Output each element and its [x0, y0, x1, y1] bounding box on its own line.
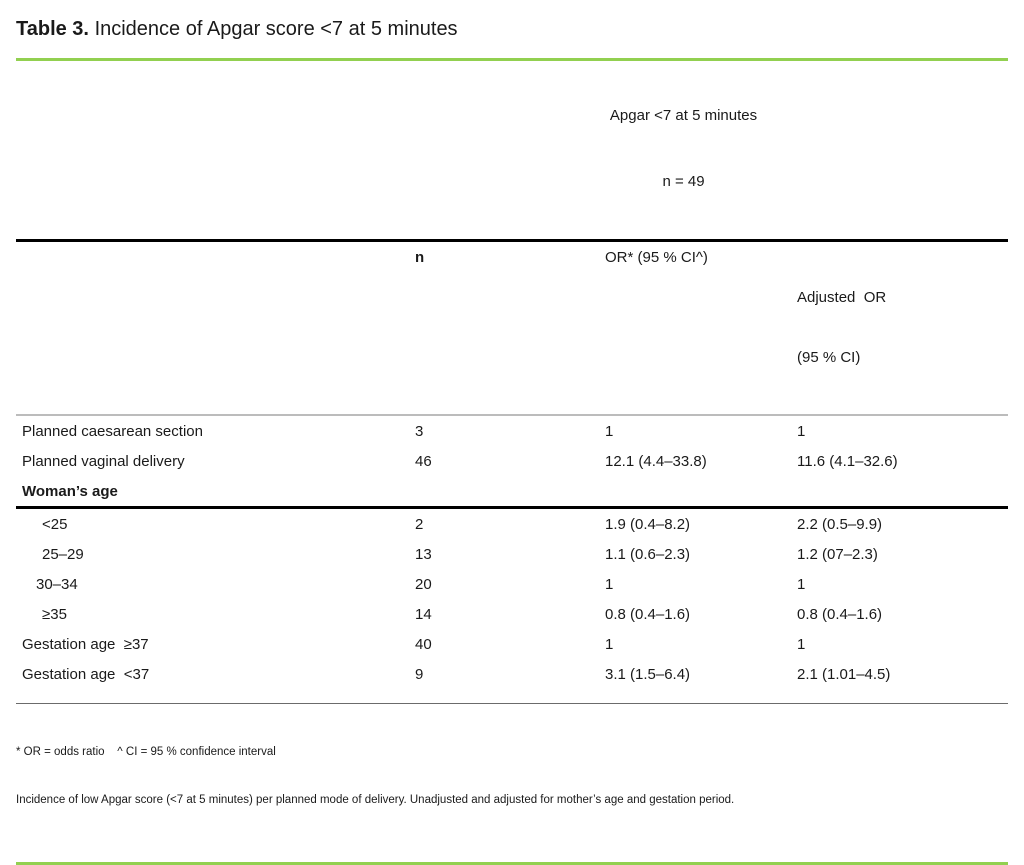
cell-adjusted-or: 1	[797, 422, 806, 440]
cell-n: 40	[415, 635, 432, 653]
column-header-adjusted-or-line2: (95 % CI)	[797, 349, 861, 366]
row-gestation-ge37: Gestation age ≥37 40 1 1	[16, 629, 1008, 659]
cell-or: 1.1 (0.6–2.3)	[605, 545, 691, 563]
cell-n: 3	[415, 422, 424, 440]
spanning-header-line1: Apgar <7 at 5 minutes	[609, 107, 758, 124]
cell-or: 1	[605, 422, 614, 440]
section-label: Woman’s age	[16, 476, 415, 509]
cell-adjusted-or: 1	[797, 635, 806, 653]
top-divider	[16, 58, 1008, 61]
column-header-n: n	[415, 240, 605, 416]
cell-n: 46	[415, 452, 432, 470]
row-age-lt25: <25 2 1.9 (0.4–8.2) 2.2 (0.5–9.9)	[16, 508, 1008, 540]
cell-adjusted-or: 0.8 (0.4–1.6)	[797, 605, 883, 623]
row-label: Planned caesarean section	[22, 422, 203, 440]
cell-n: 20	[415, 575, 432, 593]
column-header-row: n OR* (95 % CI^) Adjusted OR (95 % CI)	[16, 240, 1009, 416]
cell-or: 1.9 (0.4–8.2)	[605, 515, 691, 533]
row-label: 30–34	[36, 575, 78, 593]
row-label: Planned vaginal delivery	[22, 452, 185, 470]
row-label: Gestation age ≥37	[22, 635, 149, 653]
cell-or: 0.8 (0.4–1.6)	[605, 605, 691, 623]
row-label: <25	[42, 515, 68, 533]
spanning-header-cell: Apgar <7 at 5 minutes n = 49	[415, 61, 1009, 242]
row-age-ge35: ≥35 14 0.8 (0.4–1.6) 0.8 (0.4–1.6)	[16, 599, 1008, 629]
row-planned-vaginal-delivery: Planned vaginal delivery 46 12.1 (4.4–33…	[16, 446, 1008, 476]
column-header-or: OR* (95 % CI^)	[605, 240, 797, 416]
column-header-spacer	[16, 240, 415, 416]
footnotes: * OR = odds ratio ^ CI = 95 % confidence…	[16, 704, 1008, 840]
cell-or: 1	[605, 635, 614, 653]
spanning-header-line2: n = 49	[662, 173, 705, 190]
spanning-header-spacer	[16, 61, 415, 242]
row-label: 25–29	[42, 545, 84, 563]
cell-n: 14	[415, 605, 432, 623]
cell-n	[415, 476, 605, 509]
data-table: Apgar <7 at 5 minutes n = 49 n OR* (95 %…	[16, 61, 1009, 689]
footnote-abbreviations: * OR = odds ratio ^ CI = 95 % confidence…	[16, 746, 276, 758]
cell-n: 9	[415, 665, 424, 683]
cell-adjusted-or: 1	[797, 575, 806, 593]
cell-adjusted-or	[797, 476, 1009, 509]
footnote-description: Incidence of low Apgar score (<7 at 5 mi…	[16, 794, 735, 806]
row-womans-age-section: Woman’s age	[16, 476, 1009, 509]
column-header-adjusted-or: Adjusted OR (95 % CI)	[797, 240, 1009, 416]
cell-n: 13	[415, 545, 432, 563]
cell-adjusted-or: 2.1 (1.01–4.5)	[797, 665, 891, 683]
row-label: Gestation age <37	[22, 665, 150, 683]
cell-adjusted-or: 2.2 (0.5–9.9)	[797, 515, 883, 533]
cell-n: 2	[415, 515, 424, 533]
row-gestation-lt37: Gestation age <37 9 3.1 (1.5–6.4) 2.1 (1…	[16, 659, 1008, 689]
spanning-header-row: Apgar <7 at 5 minutes n = 49	[16, 61, 1009, 242]
cell-or	[605, 476, 797, 509]
cell-adjusted-or: 11.6 (4.1–32.6)	[797, 452, 898, 470]
column-header-adjusted-or-line1: Adjusted OR	[797, 289, 887, 306]
table-caption: Incidence of Apgar score <7 at 5 minutes	[94, 18, 458, 40]
table-number: Table 3.	[16, 18, 89, 40]
row-label: ≥35	[42, 605, 67, 623]
cell-or: 12.1 (4.4–33.8)	[605, 452, 707, 470]
row-age-25-29: 25–29 13 1.1 (0.6–2.3) 1.2 (07–2.3)	[16, 539, 1008, 569]
row-age-30-34: 30–34 20 1 1	[16, 569, 1008, 599]
cell-adjusted-or: 1.2 (07–2.3)	[797, 545, 878, 563]
cell-or: 3.1 (1.5–6.4)	[605, 665, 691, 683]
table-title: Table 3. Incidence of Apgar score <7 at …	[16, 14, 1008, 44]
row-planned-caesarean-section: Planned caesarean section 3 1 1	[16, 415, 1008, 446]
cell-or: 1	[605, 575, 614, 593]
